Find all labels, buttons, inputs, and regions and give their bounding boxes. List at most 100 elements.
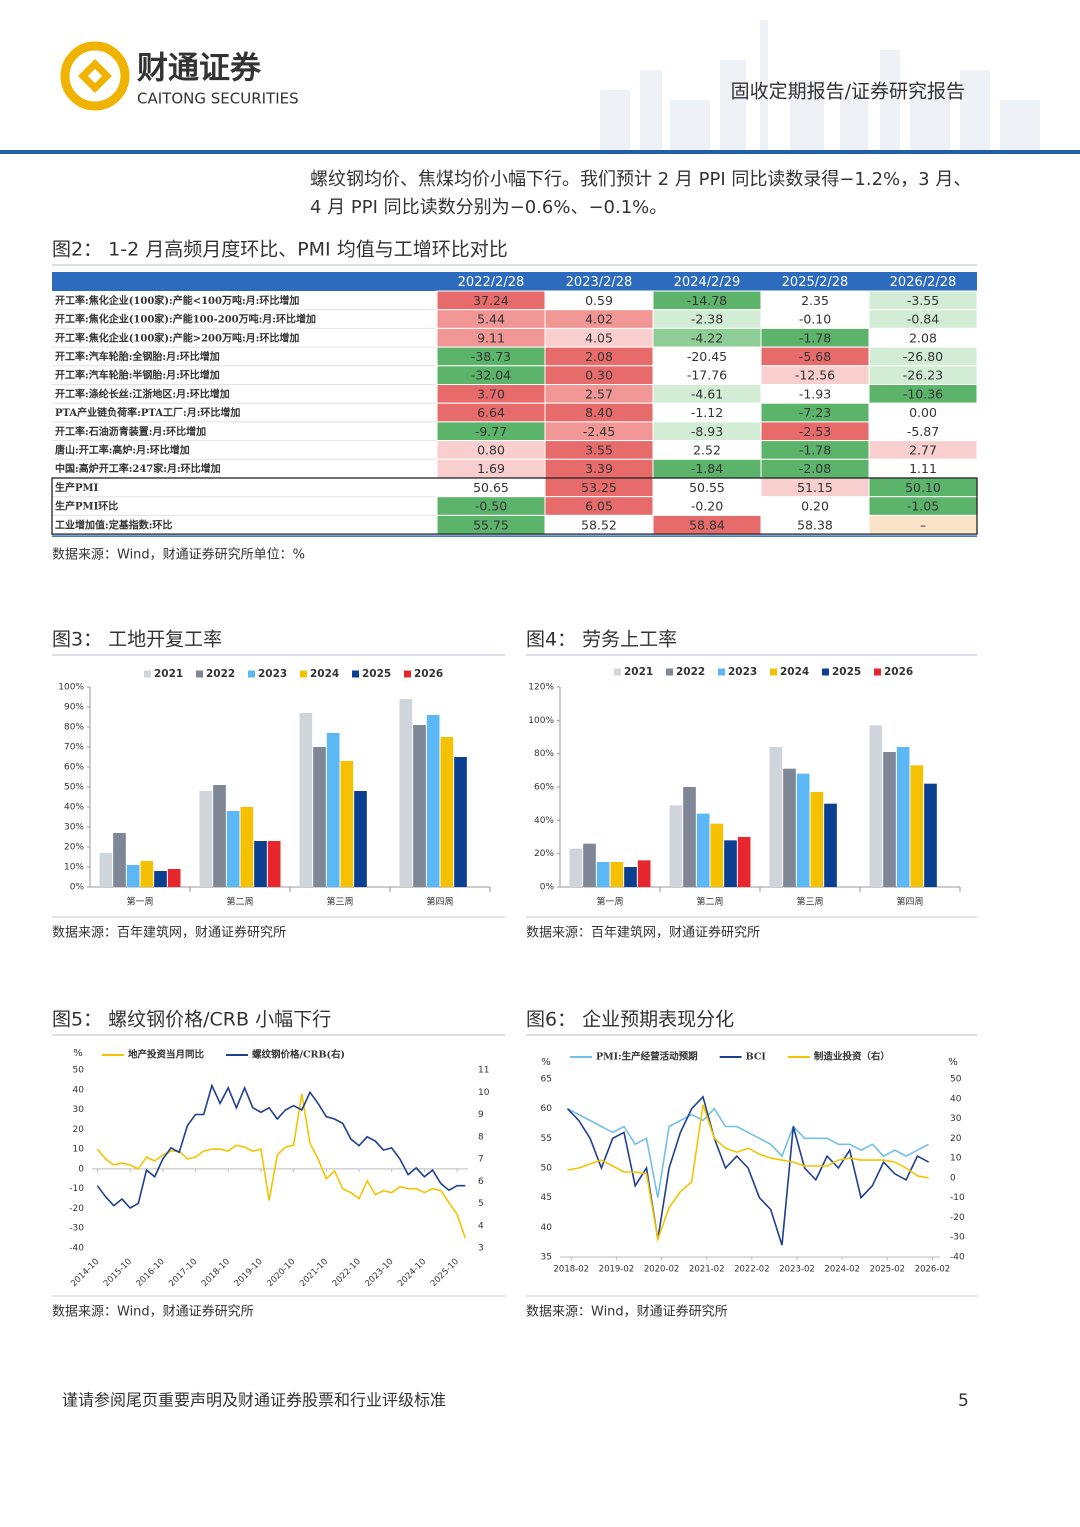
y-tick-label: 40% — [64, 803, 84, 813]
cell-value: 50.65 — [473, 480, 509, 495]
bar — [413, 725, 426, 887]
y-tick-label: 55 — [541, 1134, 552, 1144]
x-tick-label: 2019-02 — [599, 1265, 635, 1275]
x-tick-label: 第一周 — [126, 896, 153, 908]
report-type: 固收定期报告/证券研究报告 — [731, 81, 965, 103]
x-tick-label: 第三周 — [796, 896, 823, 908]
bar — [696, 813, 710, 887]
legend-swatch — [144, 670, 151, 678]
cell-value: 6.05 — [585, 499, 613, 514]
legend-swatch — [404, 670, 411, 678]
x-tick-label: 2025-10 — [429, 1257, 461, 1289]
cell-value: 2.57 — [585, 386, 613, 401]
y2-tick-label: 0 — [950, 1173, 956, 1183]
y-tick-label: 45 — [541, 1193, 552, 1203]
cell-value: 50.10 — [905, 480, 941, 495]
y-tick-label: 60 — [541, 1104, 553, 1114]
header-skyline — [600, 20, 1040, 150]
legend-label: 2026 — [414, 668, 443, 680]
bar — [454, 757, 467, 887]
source: 数据来源：Wind，财通证券研究所单位：% — [52, 547, 305, 563]
cell-value: -2.53 — [799, 424, 831, 439]
cell-value: 2.77 — [909, 442, 937, 457]
cell-value: – — [920, 517, 926, 532]
cell-value: 58.38 — [797, 517, 833, 532]
x-tick-label: 2017-10 — [167, 1257, 199, 1289]
row-label: 开工率:焦化企业(100家):产能<100万吨:月:环比增加 — [55, 294, 299, 307]
x-tick-label: 2014-10 — [69, 1257, 101, 1289]
x-tick-label: 2016-10 — [135, 1257, 167, 1289]
cell-value: -1.05 — [907, 499, 939, 514]
bar — [140, 861, 154, 887]
y-tick-label: 20% — [64, 843, 84, 853]
cell-value: -2.38 — [691, 312, 723, 327]
cell-value: -0.10 — [799, 312, 831, 327]
cell-value: -1.78 — [799, 442, 831, 457]
y2-tick-label: 10 — [478, 1088, 490, 1098]
y2-tick-label: 8 — [478, 1132, 484, 1142]
y2-tick-label: 6 — [478, 1177, 484, 1187]
cell-value: -38.73 — [471, 349, 511, 364]
x-tick-label: 第四周 — [426, 896, 453, 908]
y-axis-label: % — [73, 1048, 83, 1059]
bar — [596, 862, 610, 887]
bar — [869, 725, 883, 887]
cell-value: -1.78 — [799, 330, 831, 345]
cell-value: 51.15 — [797, 480, 833, 495]
row-label: 生产PMI — [55, 481, 99, 494]
y2-tick-label: 11 — [478, 1066, 489, 1076]
source: 数据来源：百年建筑网，财通证券研究所 — [526, 925, 760, 941]
bar — [313, 747, 326, 887]
cell-value: -26.80 — [903, 349, 943, 364]
x-tick-label: 2024-10 — [396, 1257, 428, 1289]
x-tick-label: 2021-10 — [298, 1257, 330, 1289]
row-label: 生产PMI环比 — [55, 500, 118, 513]
y2-tick-label: 7 — [478, 1155, 484, 1165]
bar — [167, 869, 181, 887]
y-tick-label: 70% — [64, 743, 84, 753]
y2-axis-label: % — [948, 1057, 958, 1068]
cell-value: -1.84 — [691, 461, 723, 476]
y-tick-label: 30 — [73, 1105, 85, 1115]
bar — [724, 840, 737, 887]
cell-value: 3.39 — [585, 461, 613, 476]
y2-tick-label: 5 — [478, 1199, 484, 1209]
y2-tick-label: -20 — [950, 1213, 965, 1223]
cell-value: -5.68 — [799, 349, 831, 364]
y-tick-label: -10 — [69, 1184, 84, 1194]
line-series — [567, 1107, 930, 1198]
column-header: 2024/2/29 — [674, 275, 741, 290]
y-tick-label: 120% — [528, 683, 554, 693]
cell-value: -0.20 — [691, 499, 723, 514]
bar — [910, 765, 924, 887]
cell-value: 1.69 — [477, 461, 505, 476]
cell-value: 3.55 — [585, 442, 613, 457]
x-tick-label: 2015-10 — [102, 1257, 134, 1289]
column-header: 2026/2/28 — [890, 275, 957, 290]
bar — [769, 747, 783, 887]
cell-value: 1.11 — [909, 461, 937, 476]
x-tick-label: 第二周 — [226, 896, 253, 908]
table-box — [51, 477, 978, 535]
line-series — [96, 1083, 466, 1210]
x-tick-label: 2024-02 — [824, 1265, 860, 1275]
cell-value: -4.22 — [691, 330, 723, 345]
bar — [399, 699, 413, 887]
legend-swatch — [718, 668, 725, 676]
y-tick-label: 60% — [534, 783, 554, 793]
cell-value: -26.23 — [903, 368, 943, 383]
x-tick-label: 2022-10 — [331, 1257, 363, 1289]
y-tick-label: 0 — [78, 1164, 84, 1174]
cell-value: 5.44 — [477, 312, 505, 327]
x-tick-label: 2025-02 — [870, 1265, 906, 1275]
y2-tick-label: 9 — [478, 1110, 484, 1120]
y2-tick-label: 40 — [950, 1094, 962, 1104]
bar — [569, 848, 583, 887]
legend-swatch — [822, 668, 829, 676]
bar — [126, 865, 140, 887]
legend-swatch — [248, 670, 255, 678]
bar — [624, 867, 637, 887]
legend-label: 2023 — [258, 668, 287, 680]
column-header: 2025/2/28 — [782, 275, 849, 290]
